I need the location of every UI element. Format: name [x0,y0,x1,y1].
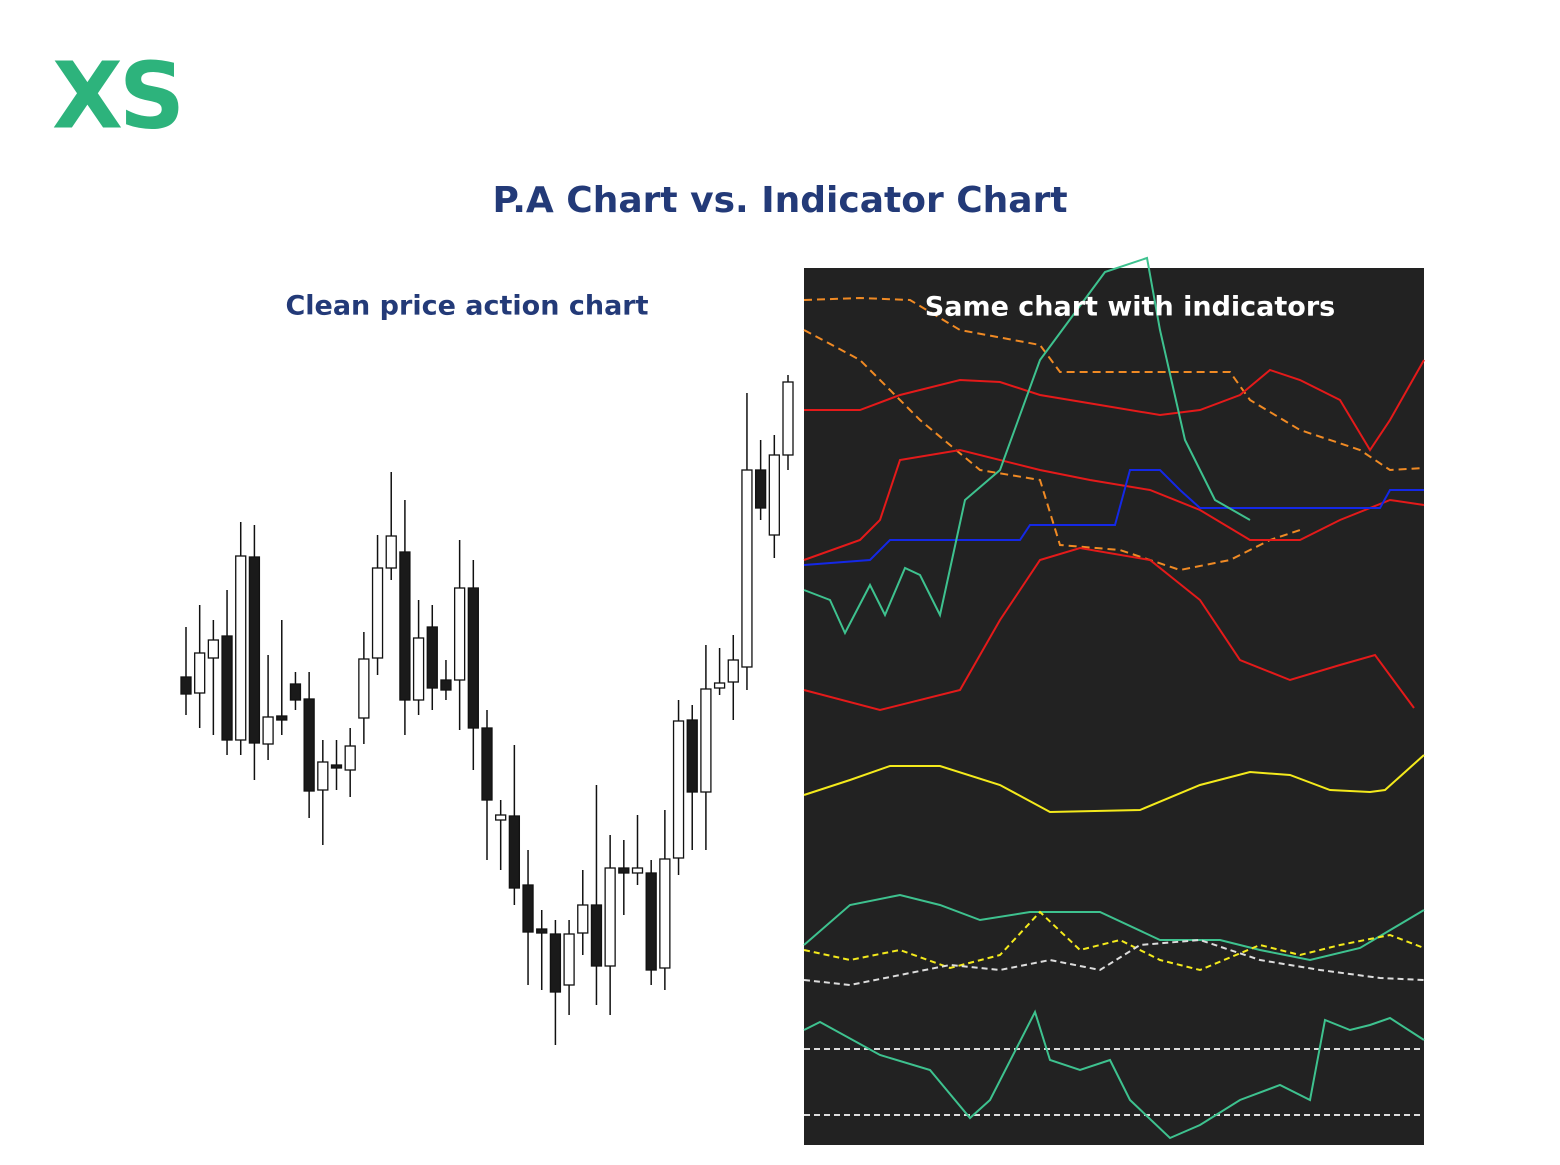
oscillator [803,1009,1425,1140]
candle-body [221,635,233,741]
candle-body [194,652,206,694]
candle-body [289,683,302,701]
logo: XS [52,42,181,149]
cloud-bottom [803,329,1301,572]
indicator-lines [803,256,1425,1140]
candle-body [782,381,794,456]
candle-body [180,676,192,695]
candle-body [344,745,356,771]
candle-body [440,679,452,691]
dmi-adx [803,893,1425,962]
candle-body [248,556,261,744]
candle-body [235,555,247,741]
band-upper [804,359,1425,452]
candle-body [577,904,589,934]
candle-body [754,469,767,509]
candle-body [618,867,630,874]
page-title: P.A Chart vs. Indicator Chart [492,180,1067,221]
band-mid [803,448,1425,561]
candle-body [371,567,384,659]
candle-body [549,933,562,993]
volatility [803,754,1425,814]
candle-body [317,761,329,791]
panel [804,268,1424,1145]
candle-body [741,469,753,668]
candle-body [672,720,685,859]
candle-body [303,698,315,792]
candle-body [536,928,548,934]
baseline [803,469,1424,566]
indicator-chart: Same chart with indicators [803,256,1425,1145]
candle-body [481,727,493,801]
price-chart [180,375,794,1045]
candle-body [686,719,698,793]
candle-body [700,688,712,793]
candle-body [330,764,343,769]
candle-body [508,815,521,889]
candle-body [453,587,466,681]
candle-body [262,716,274,745]
candle-body [495,814,507,821]
candle-body [590,904,603,967]
candle-body [385,535,397,569]
candle-body [768,454,780,536]
candle-body [713,682,726,689]
candle-body [727,659,739,683]
candle-body [412,637,425,701]
candle-body [604,867,616,967]
candle-body [207,639,220,659]
candle-body [522,884,534,933]
candle-body [399,551,411,701]
candle-body [358,658,370,719]
dmi-plus [803,910,1425,972]
candle-body [645,872,657,971]
candle-body [276,715,288,721]
cloud-top [803,296,1425,472]
dmi-minus [803,938,1425,987]
candle-body [631,867,644,874]
panel-title: Same chart with indicators [925,292,1335,323]
candle-body [467,587,479,729]
chart-title: Clean price action chart [285,291,648,322]
candle-body [426,626,438,689]
candle-body [563,933,575,986]
band-lower [803,546,1415,712]
lagging-span [803,256,1251,636]
candle-body [659,858,671,969]
